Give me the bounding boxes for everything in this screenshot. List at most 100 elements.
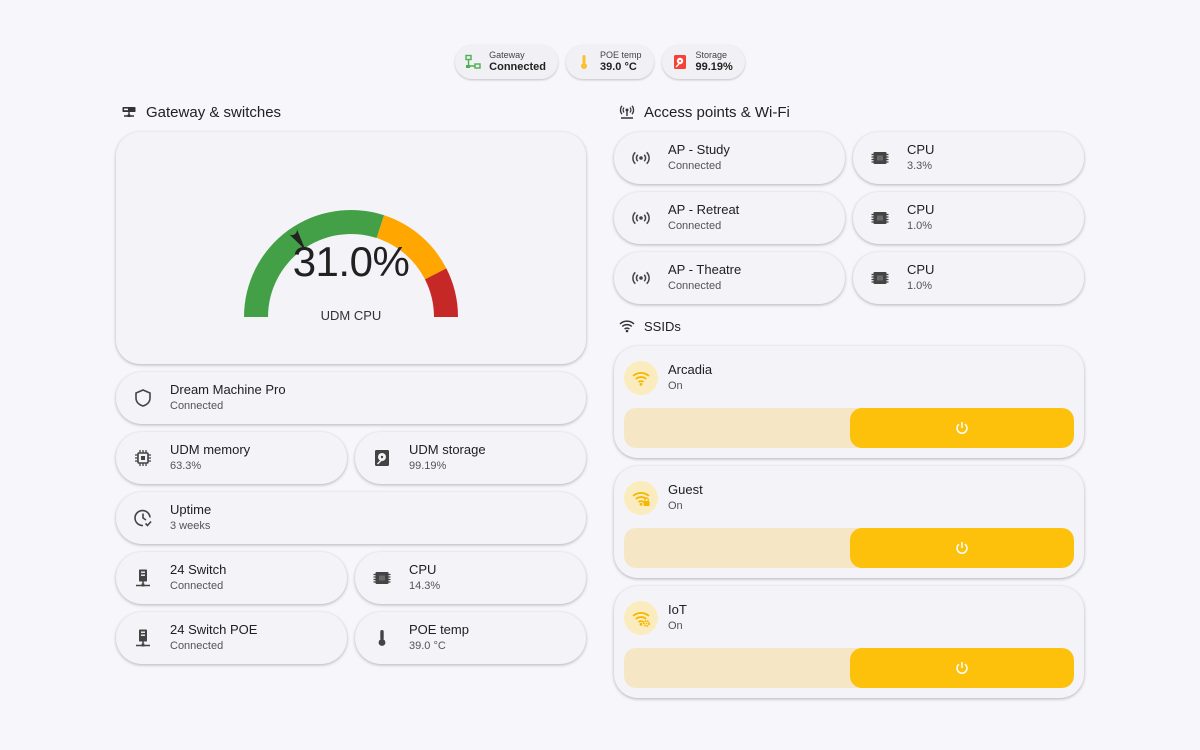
tile-24-switch[interactable]: 24 Switch Connected [116,552,347,604]
tile-state: 14.3% [409,580,441,593]
ssid-state: On [668,620,683,633]
tile-state: Connected [668,220,722,233]
ssid-state: On [668,500,683,513]
status-chips: Gateway Connected POE temp 39.0 °C Storage… [0,45,1200,79]
wifi-lock-icon [624,481,658,515]
chip-label: Gateway [489,50,525,60]
tile-access-point[interactable]: AP - Theatre Connected [614,252,845,304]
chip-value: 99.19% [695,60,733,73]
chip-label: Storage [695,50,728,60]
ssid-header[interactable]: IoT On [624,598,1074,638]
tile-access-point-cpu[interactable]: CPU 1.0% [853,252,1084,304]
cpu-icon [869,267,891,289]
tile-state: 63.3% [170,460,202,473]
gauge-segment-red [424,268,458,317]
gauge-svg [244,210,458,317]
access-point-list: AP - Study Connected CPU 3.3% AP - Retreat Co… [614,132,1084,304]
tile-udm-memory[interactable]: UDM memory 63.3% [116,432,347,484]
ssid-toggle[interactable] [624,408,1074,448]
tile-name: POE temp [409,622,469,638]
tile-name: CPU [907,202,935,218]
ssid-toggle-on[interactable] [850,408,1074,448]
section-title-access-points: Access points & Wi-Fi [618,100,1084,124]
tile-name: UDM memory [170,442,251,458]
tile-state: 1.0% [907,280,933,293]
shield-outline-icon [132,387,154,409]
wifi-cog-icon [624,601,658,635]
section-title-text: Access points & Wi-Fi [644,103,790,121]
ssid-card[interactable]: Guest On [614,466,1084,578]
server-network-icon [120,103,138,121]
tile-udm-storage[interactable]: UDM storage 99.19% [355,432,586,484]
tile-state: 3.3% [907,160,933,173]
ssid-list: Arcadia On Guest On IoT On [614,346,1084,698]
section-title-text: SSIDs [644,318,681,334]
tile-state: Connected [170,580,224,593]
chip-poe-temp[interactable]: POE temp 39.0 °C [566,45,654,79]
gauge-segment-yellow [376,215,447,280]
access-point-icon [630,147,652,169]
tile-name: CPU [907,142,935,158]
gauge-value: 31.0% [292,238,410,285]
gauge-arcs [244,210,458,317]
chip-storage[interactable]: Storage 99.19% [661,45,745,79]
harddisk-icon [371,447,393,469]
ssid-header[interactable]: Arcadia On [624,358,1074,398]
ssid-toggle[interactable] [624,648,1074,688]
gauge-label: UDM CPU [320,308,382,323]
ssid-card[interactable]: IoT On [614,586,1084,698]
section-title-gateway: Gateway & switches [120,100,586,124]
udm-cpu-gauge-card[interactable]: 31.0% UDM CPU [116,132,586,364]
cpu-icon [869,207,891,229]
gauge-needle [287,227,306,251]
tile-access-point-cpu[interactable]: CPU 3.3% [853,132,1084,184]
access-point-icon [630,207,652,229]
tile-access-point-cpu[interactable]: CPU 1.0% [853,192,1084,244]
tile-name: CPU [409,562,437,578]
tile-state: 3 weeks [170,520,211,533]
ssid-toggle-on[interactable] [850,528,1074,568]
power-icon [954,420,970,436]
chip-value: Connected [489,60,546,73]
ssid-name: Arcadia [668,362,713,378]
wifi-icon [624,361,658,395]
ssid-card[interactable]: Arcadia On [614,346,1084,458]
power-icon [954,660,970,676]
tile-state: 99.19% [409,460,447,473]
tile-dream-machine-pro[interactable]: Dream Machine Pro Connected [116,372,586,424]
tile-state: 1.0% [907,220,933,233]
gateway-switches-column: Gateway & switches 31.0% UDM CPU Dream M… [116,100,586,664]
tile-24-switch-poe[interactable]: 24 Switch POE Connected [116,612,347,664]
thermometer-icon [371,627,393,649]
gauge-segment-green [244,210,385,317]
cpu-icon [371,567,393,589]
cpu-icon [869,147,891,169]
access-points-column: Access points & Wi-Fi AP - Study Connecte… [614,100,1084,706]
gateway-icon [465,54,481,70]
section-title-text: Gateway & switches [146,103,282,121]
ssid-toggle[interactable] [624,528,1074,568]
ssid-toggle-on[interactable] [850,648,1074,688]
chip-gateway[interactable]: Gateway Connected [455,45,558,79]
tile-state: Connected [170,400,224,413]
ssid-header[interactable]: Guest On [624,478,1074,518]
chip-value: 39.0 °C [600,60,637,73]
tile-state: 39.0 °C [409,640,446,653]
tile-name: Uptime [170,502,212,518]
wifi-icon [618,317,636,335]
ssid-name: IoT [668,602,687,618]
tile-access-point[interactable]: AP - Retreat Connected [614,192,845,244]
tile-name: 24 Switch POE [170,622,258,638]
section-title-ssids: SSIDs [618,314,1084,338]
switch-icon [132,627,154,649]
tile-name: AP - Theatre [668,262,742,278]
tile-uptime[interactable]: Uptime 3 weeks [116,492,586,544]
tile-state: Connected [668,280,722,293]
ssid-state: On [668,380,683,393]
tile-poe-temp[interactable]: POE temp 39.0 °C [355,612,586,664]
tile-24-switch-cpu[interactable]: CPU 14.3% [355,552,586,604]
harddisk-icon [672,54,688,70]
tile-access-point[interactable]: AP - Study Connected [614,132,845,184]
chip-label: POE temp [600,50,642,60]
memory-chip-icon [132,447,154,469]
